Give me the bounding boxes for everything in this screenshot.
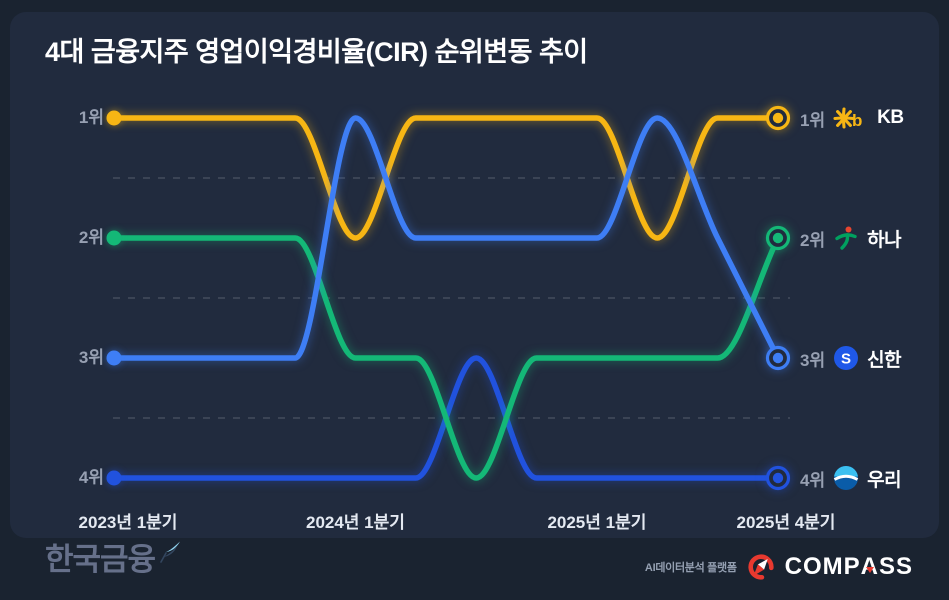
- line-shinhan: [111, 115, 781, 361]
- legend-company-name: KB: [877, 107, 904, 128]
- start-dot: [106, 470, 122, 486]
- svg-text:b: b: [852, 111, 862, 130]
- start-dot: [106, 230, 122, 246]
- end-dot: [772, 112, 784, 124]
- legend-company-name: 하나: [867, 229, 902, 251]
- x-axis-label: 2024년 1분기: [305, 513, 405, 532]
- page-title: 4대 금융지주 영업이익경비율(CIR) 순위변동 추이: [45, 37, 588, 67]
- legend-row: 4위 우리: [800, 464, 902, 492]
- rank-axis-label: 1위: [78, 108, 104, 127]
- line-woori: [111, 355, 781, 481]
- compass-logo-icon: [748, 554, 774, 580]
- legend-rank-label: 3위: [800, 350, 826, 370]
- start-dot: [106, 110, 122, 126]
- shinhan-logo-icon: S: [833, 345, 859, 371]
- publisher-flag-icon: [160, 541, 181, 563]
- legend-row: 2위 하나: [800, 224, 902, 252]
- end-dot: [772, 352, 784, 364]
- x-axis-label: 2025년 4분기: [736, 513, 836, 532]
- legend-rank-label: 4위: [800, 470, 826, 490]
- rank-axis-label: 2위: [78, 228, 104, 247]
- legend-company-name: 우리: [867, 469, 902, 491]
- end-dot: [772, 472, 784, 484]
- platform-name-text: COMP A SS: [784, 553, 913, 580]
- legend-row: 3위 S 신한: [800, 344, 902, 372]
- platform-logo: AI데이터분석 플랫폼 COMP A SS: [645, 553, 913, 581]
- platform-tagline: AI데이터분석 플랫폼: [644, 562, 737, 574]
- svg-text:S: S: [841, 351, 851, 368]
- legend-company-name: 신한: [867, 349, 902, 371]
- woori-logo-icon: [833, 465, 859, 491]
- hana-logo-icon: [833, 225, 859, 251]
- publisher-logo: 한국금융: [45, 541, 182, 577]
- chart-card: [10, 12, 939, 538]
- legend-rank-label: 2위: [800, 230, 826, 250]
- x-axis-label: 2025년 1분기: [547, 513, 647, 532]
- legend-rank-label: 1위: [800, 110, 826, 130]
- line-kb: [111, 115, 781, 241]
- x-axis-label: 2023년 1분기: [78, 513, 178, 532]
- start-dot: [106, 350, 122, 366]
- rank-axis-label: 3위: [78, 348, 104, 367]
- line-hana: [111, 235, 781, 481]
- end-dot: [772, 232, 784, 244]
- rank-axis-label: 4위: [78, 468, 104, 487]
- kb-logo-icon: b: [833, 106, 869, 130]
- legend-row: 1위 b KB: [800, 104, 904, 132]
- publisher-logo-text: 한국금융: [45, 542, 156, 577]
